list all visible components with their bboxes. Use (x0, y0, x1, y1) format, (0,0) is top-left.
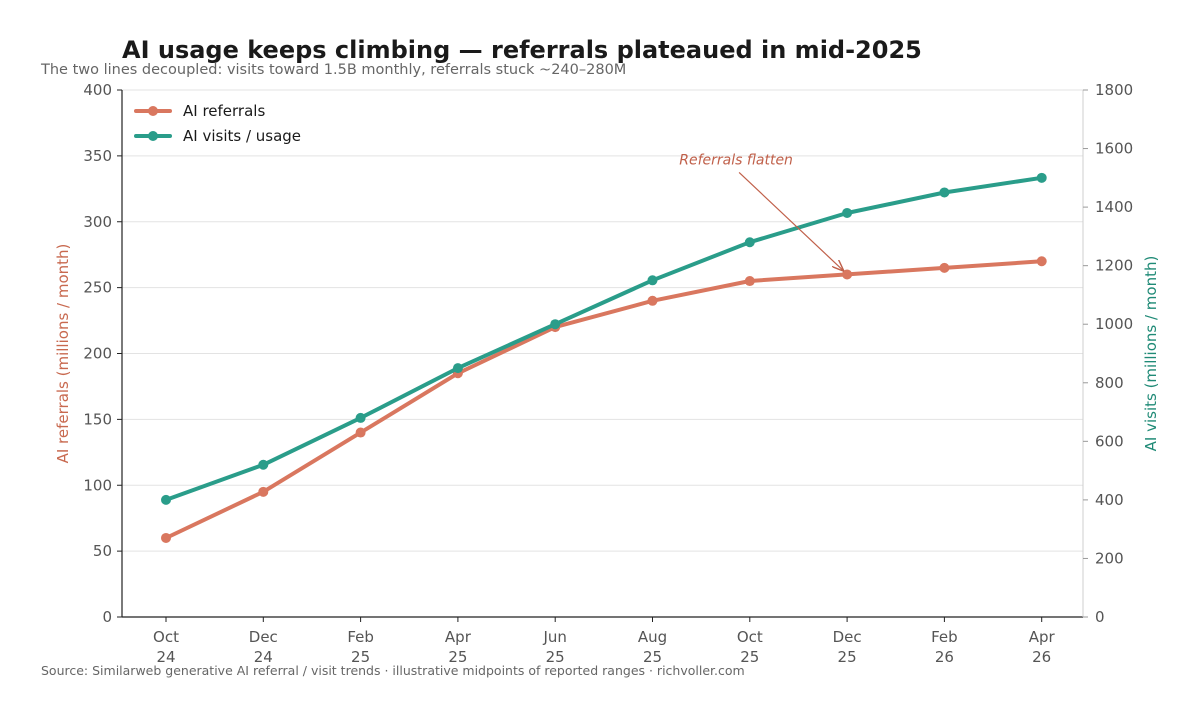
data-point (550, 319, 561, 330)
right-tick-label: 200 (1095, 549, 1124, 567)
data-point (452, 363, 463, 374)
data-point (842, 207, 853, 218)
right-tick-label: 1200 (1095, 257, 1133, 275)
left-tick-label: 250 (83, 279, 112, 297)
legend-marker (148, 131, 158, 141)
right-axis-title: AI visits (millions / month) (1142, 256, 1160, 452)
x-tick-label: Feb 25 (347, 628, 374, 666)
x-tick-label: Oct 24 (153, 628, 179, 666)
left-tick-label: 400 (83, 81, 112, 99)
annotation-label: Referrals flatten (679, 152, 793, 168)
right-tick-label: 800 (1095, 374, 1124, 392)
data-point (161, 494, 171, 505)
data-point (355, 427, 366, 438)
chart-subtitle: The two lines decoupled: visits toward 1… (41, 62, 627, 78)
left-tick-label: 350 (83, 147, 112, 165)
x-tick-label: Apr 26 (1029, 628, 1056, 666)
legend-marker (148, 106, 158, 116)
left-tick-label: 150 (83, 410, 112, 428)
series-line-visits (164, 175, 1044, 502)
x-tick-label: Jun 25 (542, 628, 566, 666)
left-axis-title: AI referrals (millions / month) (54, 244, 72, 464)
annotations: Referrals flatten (679, 152, 843, 270)
series-line-referrals (164, 259, 1044, 540)
left-tick-label: 200 (83, 345, 112, 363)
x-tick-label: Apr 25 (445, 628, 472, 666)
data-point (258, 486, 269, 497)
left-tick-label: 0 (102, 608, 112, 626)
right-tick-label: 600 (1095, 432, 1124, 450)
annotation-arrow (738, 172, 843, 270)
data-point (744, 276, 755, 287)
chart-title: AI usage keeps climbing — referrals plat… (122, 36, 922, 64)
x-tick-label: Oct 25 (737, 628, 763, 666)
right-tick-label: 1400 (1095, 198, 1133, 216)
data-point (355, 412, 366, 423)
right-tick-label: 1600 (1095, 140, 1133, 158)
right-tick-label: 0 (1095, 608, 1105, 626)
data-point (258, 459, 269, 470)
x-tick-label: Feb 26 (931, 628, 958, 666)
data-point (161, 532, 171, 543)
left-tick-label: 100 (83, 476, 112, 494)
data-point (647, 295, 658, 306)
axes: 0 50 100 150 200 250 300 350 400 0 200 400 600 800 100… (54, 81, 1160, 666)
data-point (939, 187, 950, 198)
legend-label: AI referrals (183, 102, 265, 120)
legend-label: AI visits / usage (183, 127, 301, 145)
x-tick-label: Aug 25 (638, 628, 667, 666)
legend: AI referrals AI visits / usage (134, 102, 301, 145)
grid-lines (122, 89, 1083, 552)
left-tick-label: 300 (83, 213, 112, 231)
x-tick-label: Dec 25 (833, 628, 862, 666)
data-point (647, 275, 658, 286)
right-tick-label: 400 (1095, 491, 1124, 509)
right-tick-label: 1000 (1095, 315, 1133, 333)
data-point (1036, 172, 1047, 183)
x-tick-label: Dec 24 (249, 628, 278, 666)
left-tick-label: 50 (93, 542, 112, 560)
right-tick-label: 1800 (1095, 81, 1133, 99)
data-point (842, 269, 853, 280)
data-point (939, 262, 950, 273)
chart-source: Source: Similarweb generative AI referra… (41, 663, 745, 678)
series-lines (161, 172, 1047, 543)
data-point (744, 237, 755, 248)
data-point (1036, 256, 1047, 267)
